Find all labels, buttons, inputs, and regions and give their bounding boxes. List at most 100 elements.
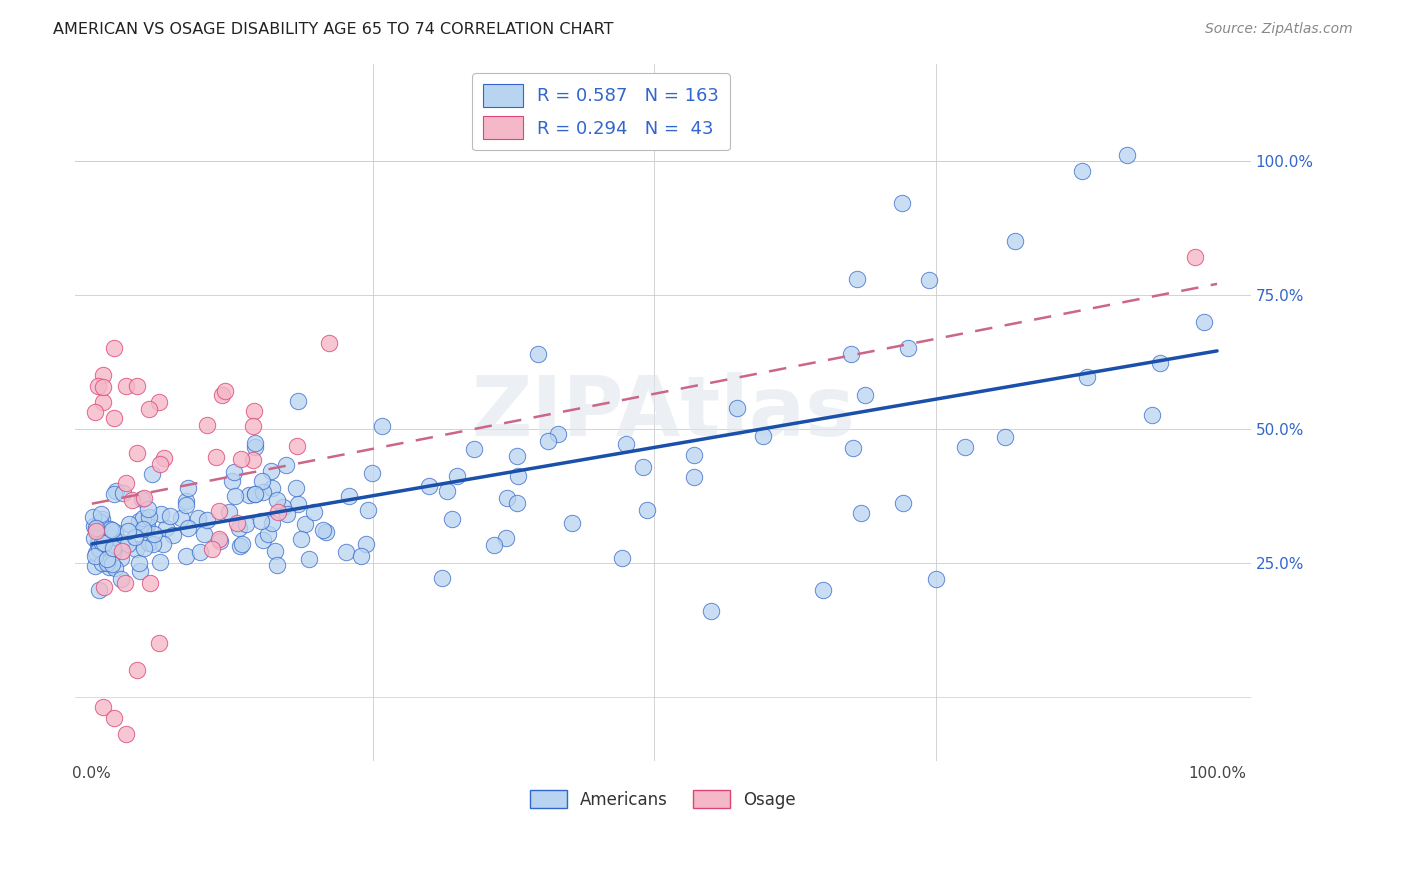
- Point: [129, 564, 152, 578]
- Point: [813, 582, 835, 597]
- Point: [84, 546, 107, 560]
- Point: [725, 401, 748, 415]
- Point: [263, 544, 285, 558]
- Point: [228, 521, 250, 535]
- Point: [89, 516, 111, 530]
- Point: [273, 500, 295, 515]
- Point: [245, 440, 267, 454]
- Point: [302, 505, 325, 519]
- Point: [188, 545, 211, 559]
- Point: [436, 483, 458, 498]
- Point: [84, 524, 107, 539]
- Point: [91, 536, 114, 550]
- Point: [315, 525, 337, 540]
- Point: [897, 341, 920, 355]
- Point: [243, 487, 266, 501]
- Text: ZIPAtlas: ZIPAtlas: [471, 372, 855, 453]
- Text: AMERICAN VS OSAGE DISABILITY AGE 65 TO 74 CORRELATION CHART: AMERICAN VS OSAGE DISABILITY AGE 65 TO 7…: [53, 22, 614, 37]
- Point: [463, 442, 485, 456]
- Point: [84, 549, 107, 564]
- Point: [612, 551, 634, 566]
- Point: [138, 509, 160, 524]
- Point: [83, 531, 105, 545]
- Point: [238, 488, 260, 502]
- Point: [91, 380, 114, 394]
- Point: [211, 388, 233, 402]
- Point: [245, 487, 267, 501]
- Point: [318, 336, 340, 351]
- Point: [148, 636, 170, 650]
- Point: [103, 711, 125, 725]
- Point: [290, 532, 312, 546]
- Point: [138, 402, 160, 417]
- Point: [335, 545, 357, 559]
- Point: [132, 521, 155, 535]
- Point: [96, 556, 118, 570]
- Point: [125, 378, 148, 392]
- Point: [87, 379, 110, 393]
- Point: [561, 516, 583, 530]
- Point: [446, 468, 468, 483]
- Point: [209, 534, 232, 549]
- Point: [699, 604, 721, 618]
- Point: [298, 551, 321, 566]
- Point: [117, 537, 139, 551]
- Point: [953, 440, 976, 454]
- Point: [142, 536, 165, 550]
- Point: [337, 489, 360, 503]
- Point: [537, 434, 560, 449]
- Point: [226, 516, 249, 530]
- Point: [506, 496, 529, 510]
- Point: [114, 576, 136, 591]
- Point: [135, 519, 157, 533]
- Point: [547, 427, 569, 442]
- Point: [87, 534, 110, 549]
- Point: [1184, 250, 1206, 264]
- Point: [195, 513, 218, 527]
- Point: [354, 537, 377, 551]
- Point: [287, 393, 309, 408]
- Point: [224, 490, 246, 504]
- Point: [1076, 369, 1098, 384]
- Point: [132, 491, 155, 506]
- Point: [432, 571, 454, 585]
- Point: [360, 467, 382, 481]
- Point: [371, 419, 394, 434]
- Point: [111, 544, 134, 558]
- Point: [508, 469, 530, 483]
- Point: [91, 394, 114, 409]
- Point: [82, 510, 104, 524]
- Point: [177, 521, 200, 535]
- Point: [204, 450, 226, 464]
- Legend: Americans, Osage: Americans, Osage: [523, 783, 803, 815]
- Point: [91, 368, 114, 382]
- Point: [285, 438, 308, 452]
- Point: [87, 582, 110, 597]
- Point: [98, 522, 121, 536]
- Point: [83, 519, 105, 533]
- Point: [312, 523, 335, 537]
- Point: [891, 196, 914, 211]
- Point: [849, 506, 872, 520]
- Point: [141, 467, 163, 481]
- Point: [87, 539, 110, 553]
- Point: [224, 465, 246, 479]
- Point: [243, 435, 266, 450]
- Point: [441, 512, 464, 526]
- Point: [242, 452, 264, 467]
- Point: [91, 512, 114, 526]
- Point: [250, 474, 273, 488]
- Point: [128, 556, 150, 570]
- Point: [98, 560, 121, 574]
- Point: [260, 516, 283, 531]
- Point: [1116, 148, 1139, 162]
- Point: [100, 531, 122, 545]
- Point: [149, 507, 172, 521]
- Point: [917, 273, 939, 287]
- Point: [84, 559, 107, 574]
- Point: [187, 510, 209, 524]
- Point: [506, 449, 529, 463]
- Point: [287, 498, 309, 512]
- Point: [208, 503, 231, 517]
- Point: [262, 481, 284, 495]
